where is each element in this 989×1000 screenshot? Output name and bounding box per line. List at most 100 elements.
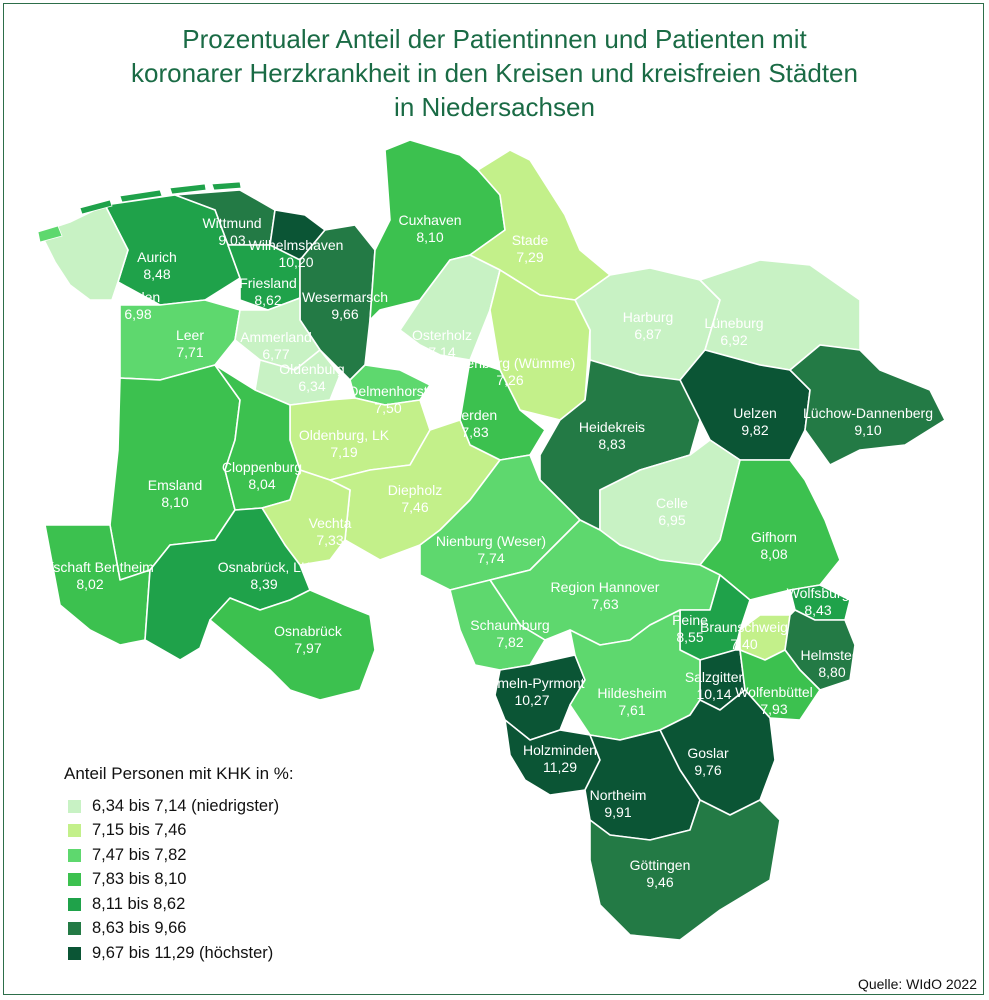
region-name: Diepholz <box>388 482 442 498</box>
region-label-schaumburg: Schaumburg 7,82 <box>470 617 549 650</box>
region-label-osnabrueck-lk: Osnabrück, LK 8,39 <box>218 559 311 592</box>
region-label-goslar: Goslar 9,76 <box>687 745 729 778</box>
island-shape <box>169 183 207 195</box>
region-name: Wilhelmshaven <box>249 237 344 253</box>
region-value: 7,74 <box>477 550 504 566</box>
region-label-heidekreis: Heidekreis 8,83 <box>579 419 645 452</box>
region-name: Osnabrück, LK <box>218 559 311 575</box>
region-label-wittmund: Wittmund 9,03 <box>202 215 261 248</box>
region-name: Lüneburg <box>704 315 763 331</box>
region-name: Cloppenburg <box>222 459 302 475</box>
region-name: Delmenhorst <box>348 383 427 399</box>
region-value: 8,48 <box>143 266 170 282</box>
region-value: 6,77 <box>262 346 289 362</box>
region-label-cuxhaven: Cuxhaven 8,10 <box>398 212 461 245</box>
legend-label: 8,63 bis 9,66 <box>92 919 187 938</box>
region-value: 7,46 <box>401 499 428 515</box>
region-label-verden: Verden 7,83 <box>453 407 497 440</box>
region-value: 6,95 <box>658 512 685 528</box>
region-value: 7,83 <box>461 424 488 440</box>
region-name: Braunschweig <box>700 619 788 635</box>
region-value: 8,43 <box>804 602 831 618</box>
region-name: Cuxhaven <box>398 212 461 228</box>
region-name: Holzminden <box>523 742 597 758</box>
island-shape <box>37 225 63 243</box>
region-label-cloppenburg: Cloppenburg 8,04 <box>222 459 302 492</box>
map-frame <box>3 3 984 995</box>
region-name: Leer <box>176 327 204 343</box>
region-value: 7,71 <box>176 344 203 360</box>
region-helmstedt <box>784 609 856 691</box>
region-value: 10,14 <box>696 686 731 702</box>
region-value: 8,55 <box>676 629 703 645</box>
region-name: Schaumburg <box>470 617 549 633</box>
region-label-goettingen: Göttingen 9,46 <box>630 857 691 890</box>
region-name: Region Hannover <box>551 579 660 595</box>
region-value: 7,50 <box>374 400 401 416</box>
legend-item: 9,67 bis 11,29 (höchster) <box>64 941 294 966</box>
region-label-delmenhorst: Delmenhorst 7,50 <box>348 383 427 416</box>
region-value: 7,61 <box>618 702 645 718</box>
island-shape <box>119 189 163 203</box>
legend-swatch <box>68 946 81 960</box>
region-value: 7,63 <box>591 596 618 612</box>
region-osnabrueck <box>209 589 376 701</box>
region-name: Wolfsburg <box>787 585 850 601</box>
region-label-aurich: Aurich 8,48 <box>137 249 177 282</box>
region-name: Grafschaft Bentheim <box>26 559 154 575</box>
region-name: Aurich <box>137 249 177 265</box>
region-label-peine: Peine 8,55 <box>672 612 708 645</box>
region-label-northeim: Northeim 9,91 <box>590 787 647 820</box>
region-label-wolfsburg: Wolfsburg 8,43 <box>787 585 850 618</box>
region-value: 7,97 <box>294 640 321 656</box>
region-goettingen <box>589 799 781 941</box>
region-value: 7,29 <box>516 249 543 265</box>
legend-label: 7,83 bis 8,10 <box>92 870 187 889</box>
region-label-nienburg-weser: Nienburg (Weser) 7,74 <box>436 533 546 566</box>
region-emden <box>39 204 129 301</box>
region-osterholz <box>399 254 501 361</box>
region-value: 6,87 <box>634 326 661 342</box>
region-label-helmstedt: Helmstedt 8,80 <box>800 647 863 680</box>
legend-swatch <box>68 799 81 813</box>
region-name: Lüchow-Dannenberg <box>803 405 933 421</box>
region-value: 11,29 <box>543 759 577 775</box>
region-label-celle: Celle 6,95 <box>656 495 688 528</box>
region-label-hameln-pyrmont: Hameln-Pyrmont 10,27 <box>479 675 584 708</box>
region-label-holzminden: Holzminden 11,29 <box>523 742 597 775</box>
region-value: 9,46 <box>646 874 673 890</box>
legend: Anteil Personen mit KHK in %: 6,34 bis 7… <box>64 764 294 966</box>
region-name: Emden <box>116 289 160 305</box>
region-name: Osnabrück <box>274 623 343 639</box>
region-value: 7,33 <box>316 532 343 548</box>
region-name: Friesland <box>239 275 297 291</box>
title-line-3: in Niedersachsen <box>394 92 595 122</box>
region-name: Stade <box>512 232 549 248</box>
region-label-stade: Stade 7,29 <box>512 232 549 265</box>
legend-title: Anteil Personen mit KHK in %: <box>64 764 294 783</box>
region-name: Wolfenbüttel <box>735 684 813 700</box>
region-label-uelzen: Uelzen 9,82 <box>733 405 777 438</box>
region-name: Uelzen <box>733 405 777 421</box>
region-wolfenbuettel <box>739 649 821 721</box>
region-label-luechow-dannenberg: Lüchow-Dannenberg 9,10 <box>803 405 933 438</box>
region-value: 9,76 <box>694 762 721 778</box>
legend-label: 8,11 bis 8,62 <box>92 894 186 913</box>
region-value: 9,03 <box>218 232 245 248</box>
island-shape <box>79 199 113 215</box>
legend-item: 7,83 bis 8,10 <box>64 868 294 893</box>
region-value: 7,26 <box>496 372 523 388</box>
region-value: 8,80 <box>818 664 845 680</box>
legend-swatch <box>68 873 81 887</box>
legend-swatch <box>68 922 81 936</box>
region-label-wesermarsch: Wesermarsch 9,66 <box>302 289 388 322</box>
region-label-hildesheim: Hildesheim 7,61 <box>597 685 666 718</box>
region-label-ammerland: Ammerland 6,77 <box>240 329 312 362</box>
region-hameln-pyrmont <box>494 654 586 741</box>
region-name: Gifhorn <box>751 529 797 545</box>
legend-swatch <box>68 897 81 911</box>
region-value: 8,10 <box>161 494 188 510</box>
region-name: Wittmund <box>202 215 261 231</box>
legend-swatch <box>68 848 81 862</box>
